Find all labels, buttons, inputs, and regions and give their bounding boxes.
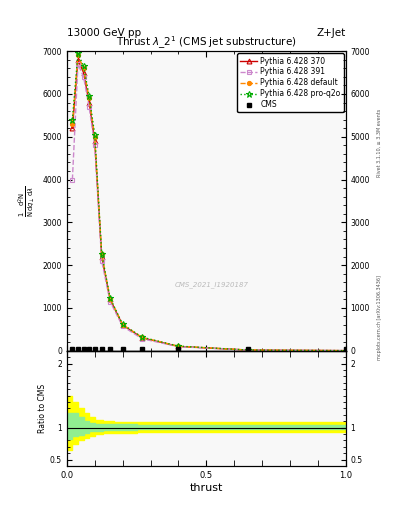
Pythia 6.428 default (99, 251, 104, 258)
Pythia 6.428 pro-q2o (176, 343, 181, 349)
CMS (81, 346, 86, 352)
CMS (176, 346, 181, 352)
Pythia 6.428 391 (246, 347, 251, 353)
Line: Pythia 6.428 391: Pythia 6.428 391 (70, 61, 348, 353)
Pythia 6.428 pro-q2o (75, 50, 80, 56)
Y-axis label: $\frac{1}{\mathrm{N}}\frac{\mathrm{d}^2\mathrm{N}}{\mathrm{d}q_\perp\,\mathrm{d}: $\frac{1}{\mathrm{N}}\frac{\mathrm{d}^2\… (16, 185, 37, 217)
Text: CMS_2021_I1920187: CMS_2021_I1920187 (175, 282, 249, 288)
CMS (87, 346, 92, 352)
Pythia 6.428 391 (75, 61, 80, 67)
Pythia 6.428 370 (99, 253, 104, 260)
Pythia 6.428 default (176, 343, 181, 349)
Pythia 6.428 default (246, 347, 251, 353)
Text: mcplots.cern.ch [arXiv:1306.3436]: mcplots.cern.ch [arXiv:1306.3436] (377, 275, 382, 360)
CMS (343, 346, 348, 352)
Pythia 6.428 default (87, 95, 92, 101)
Pythia 6.428 pro-q2o (81, 63, 86, 69)
Pythia 6.428 pro-q2o (108, 295, 112, 301)
Pythia 6.428 370 (70, 125, 75, 131)
Pythia 6.428 391 (87, 104, 92, 110)
Pythia 6.428 default (70, 121, 75, 127)
X-axis label: thrust: thrust (190, 482, 223, 493)
Pythia 6.428 pro-q2o (120, 322, 125, 328)
Line: CMS: CMS (71, 348, 347, 351)
Pythia 6.428 pro-q2o (92, 132, 97, 138)
Pythia 6.428 391 (108, 298, 112, 305)
Text: Z+Jet: Z+Jet (317, 28, 346, 38)
Pythia 6.428 370 (81, 70, 86, 76)
CMS (75, 346, 80, 352)
Pythia 6.428 391 (120, 323, 125, 329)
Pythia 6.428 370 (92, 138, 97, 144)
Pythia 6.428 default (120, 322, 125, 328)
Pythia 6.428 pro-q2o (246, 347, 251, 353)
Y-axis label: Ratio to CMS: Ratio to CMS (38, 384, 47, 433)
Pythia 6.428 default (140, 334, 145, 340)
Pythia 6.428 pro-q2o (99, 250, 104, 257)
Pythia 6.428 default (75, 52, 80, 58)
Pythia 6.428 391 (99, 258, 104, 264)
Pythia 6.428 default (108, 295, 112, 302)
Pythia 6.428 pro-q2o (140, 334, 145, 340)
CMS (120, 346, 125, 352)
Pythia 6.428 pro-q2o (87, 93, 92, 99)
Pythia 6.428 370 (120, 322, 125, 328)
CMS (108, 346, 112, 352)
CMS (246, 346, 251, 352)
Pythia 6.428 370 (87, 99, 92, 105)
Line: Pythia 6.428 pro-q2o: Pythia 6.428 pro-q2o (69, 50, 349, 354)
Pythia 6.428 391 (176, 344, 181, 350)
Text: Rivet 3.1.10, ≥ 3.3M events: Rivet 3.1.10, ≥ 3.3M events (377, 109, 382, 178)
Pythia 6.428 391 (92, 142, 97, 148)
CMS (140, 346, 145, 352)
Pythia 6.428 370 (246, 347, 251, 353)
CMS (92, 346, 97, 352)
Title: Thrust $\lambda\_2^1$ (CMS jet substructure): Thrust $\lambda\_2^1$ (CMS jet substruct… (116, 34, 297, 51)
Line: Pythia 6.428 370: Pythia 6.428 370 (70, 57, 348, 353)
Pythia 6.428 370 (108, 296, 112, 303)
CMS (70, 346, 75, 352)
CMS (99, 346, 104, 352)
Pythia 6.428 370 (176, 344, 181, 350)
Pythia 6.428 default (92, 134, 97, 140)
Pythia 6.428 391 (70, 177, 75, 183)
Pythia 6.428 391 (343, 348, 348, 354)
Pythia 6.428 370 (140, 335, 145, 341)
Pythia 6.428 default (343, 348, 348, 354)
Legend: Pythia 6.428 370, Pythia 6.428 391, Pythia 6.428 default, Pythia 6.428 pro-q2o, : Pythia 6.428 370, Pythia 6.428 391, Pyth… (237, 53, 343, 112)
Pythia 6.428 391 (81, 74, 86, 80)
Pythia 6.428 370 (343, 348, 348, 354)
Line: Pythia 6.428 default: Pythia 6.428 default (70, 53, 348, 353)
Pythia 6.428 391 (140, 336, 145, 342)
Pythia 6.428 pro-q2o (343, 348, 348, 354)
Pythia 6.428 pro-q2o (70, 117, 75, 123)
Pythia 6.428 default (81, 65, 86, 71)
Text: 13000 GeV pp: 13000 GeV pp (67, 28, 141, 38)
Pythia 6.428 370 (75, 57, 80, 63)
